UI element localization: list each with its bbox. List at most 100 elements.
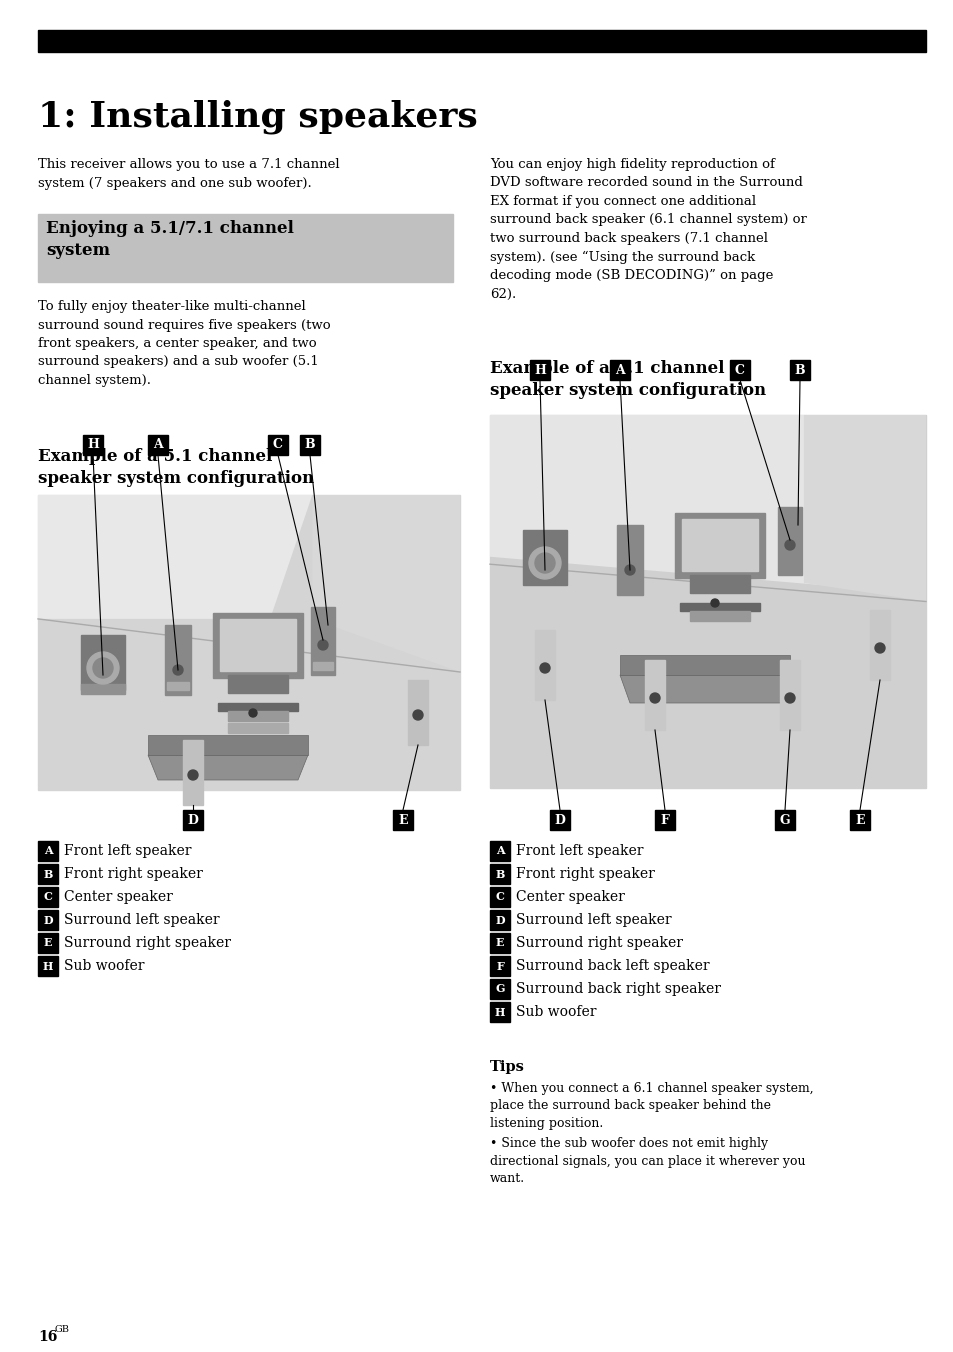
- Bar: [228, 711, 288, 721]
- Circle shape: [92, 658, 112, 677]
- Polygon shape: [312, 495, 459, 672]
- Bar: [490, 910, 510, 930]
- Bar: [869, 610, 889, 680]
- Text: C: C: [273, 438, 283, 452]
- Text: Surround right speaker: Surround right speaker: [516, 936, 682, 950]
- Text: C: C: [495, 891, 504, 903]
- Circle shape: [874, 644, 884, 653]
- Text: D: D: [495, 914, 504, 926]
- Circle shape: [784, 694, 794, 703]
- Polygon shape: [38, 495, 312, 619]
- Text: H: H: [87, 438, 99, 452]
- Bar: [490, 415, 925, 788]
- Polygon shape: [148, 754, 308, 780]
- Text: A: A: [496, 845, 504, 857]
- Bar: [218, 703, 297, 711]
- Bar: [490, 956, 510, 976]
- Bar: [165, 625, 191, 695]
- Bar: [849, 810, 869, 830]
- Text: Front right speaker: Front right speaker: [516, 867, 654, 882]
- Bar: [644, 660, 664, 730]
- Bar: [38, 214, 453, 283]
- Bar: [689, 575, 749, 594]
- Bar: [299, 435, 319, 456]
- Text: B: B: [304, 438, 315, 452]
- Bar: [393, 810, 413, 830]
- Polygon shape: [619, 654, 789, 675]
- Text: Enjoying a 5.1/7.1 channel: Enjoying a 5.1/7.1 channel: [46, 220, 294, 237]
- Text: Example of a 7.1 channel: Example of a 7.1 channel: [490, 360, 723, 377]
- Bar: [408, 680, 428, 745]
- Text: C: C: [44, 891, 52, 903]
- Circle shape: [535, 553, 555, 573]
- Bar: [220, 619, 295, 671]
- Bar: [535, 630, 555, 700]
- Bar: [729, 360, 749, 380]
- Text: Front right speaker: Front right speaker: [64, 867, 203, 882]
- Text: Front left speaker: Front left speaker: [64, 844, 192, 859]
- Text: speaker system configuration: speaker system configuration: [490, 383, 765, 399]
- Polygon shape: [803, 415, 925, 602]
- Text: 1: Installing speakers: 1: Installing speakers: [38, 100, 477, 134]
- Bar: [81, 635, 125, 690]
- Bar: [609, 360, 629, 380]
- Text: C: C: [734, 364, 744, 376]
- Text: E: E: [397, 814, 407, 826]
- Circle shape: [784, 539, 794, 550]
- Bar: [38, 933, 58, 953]
- Text: F: F: [496, 960, 503, 972]
- Text: A: A: [44, 845, 52, 857]
- Bar: [268, 435, 288, 456]
- Bar: [38, 887, 58, 907]
- Text: Surround right speaker: Surround right speaker: [64, 936, 231, 950]
- Bar: [550, 810, 569, 830]
- Bar: [167, 681, 189, 690]
- Bar: [774, 810, 794, 830]
- Text: Tips: Tips: [490, 1060, 524, 1073]
- Bar: [83, 435, 103, 456]
- Text: B: B: [495, 868, 504, 880]
- Polygon shape: [619, 675, 789, 703]
- Bar: [681, 519, 758, 571]
- Bar: [490, 979, 510, 999]
- Text: Front left speaker: Front left speaker: [516, 844, 643, 859]
- Text: G: G: [779, 814, 789, 826]
- Bar: [38, 864, 58, 884]
- Text: E: E: [44, 937, 52, 949]
- Bar: [490, 887, 510, 907]
- Text: H: H: [495, 1006, 505, 1018]
- Bar: [490, 864, 510, 884]
- Text: D: D: [43, 914, 52, 926]
- Bar: [311, 607, 335, 675]
- Polygon shape: [148, 735, 308, 754]
- Text: Center speaker: Center speaker: [64, 890, 172, 904]
- Circle shape: [649, 694, 659, 703]
- Circle shape: [249, 708, 256, 717]
- Bar: [522, 530, 566, 585]
- Bar: [38, 910, 58, 930]
- Bar: [780, 660, 800, 730]
- Bar: [789, 360, 809, 380]
- Bar: [655, 810, 675, 830]
- Text: F: F: [659, 814, 669, 826]
- Text: Surround left speaker: Surround left speaker: [516, 913, 671, 927]
- Text: Surround left speaker: Surround left speaker: [64, 913, 219, 927]
- Text: Sub woofer: Sub woofer: [516, 1005, 596, 1019]
- Text: E: E: [854, 814, 863, 826]
- Bar: [148, 435, 168, 456]
- Bar: [689, 611, 749, 621]
- Bar: [38, 495, 459, 790]
- Text: B: B: [43, 868, 52, 880]
- Text: D: D: [188, 814, 198, 826]
- Text: GB: GB: [55, 1325, 70, 1334]
- Bar: [183, 740, 203, 804]
- Bar: [38, 956, 58, 976]
- Text: D: D: [554, 814, 565, 826]
- Circle shape: [529, 548, 560, 579]
- Bar: [778, 507, 801, 575]
- Text: A: A: [615, 364, 624, 376]
- Text: This receiver allows you to use a 7.1 channel
system (7 speakers and one sub woo: This receiver allows you to use a 7.1 ch…: [38, 158, 339, 189]
- Text: system: system: [46, 242, 110, 260]
- Text: A: A: [153, 438, 163, 452]
- Circle shape: [413, 710, 422, 721]
